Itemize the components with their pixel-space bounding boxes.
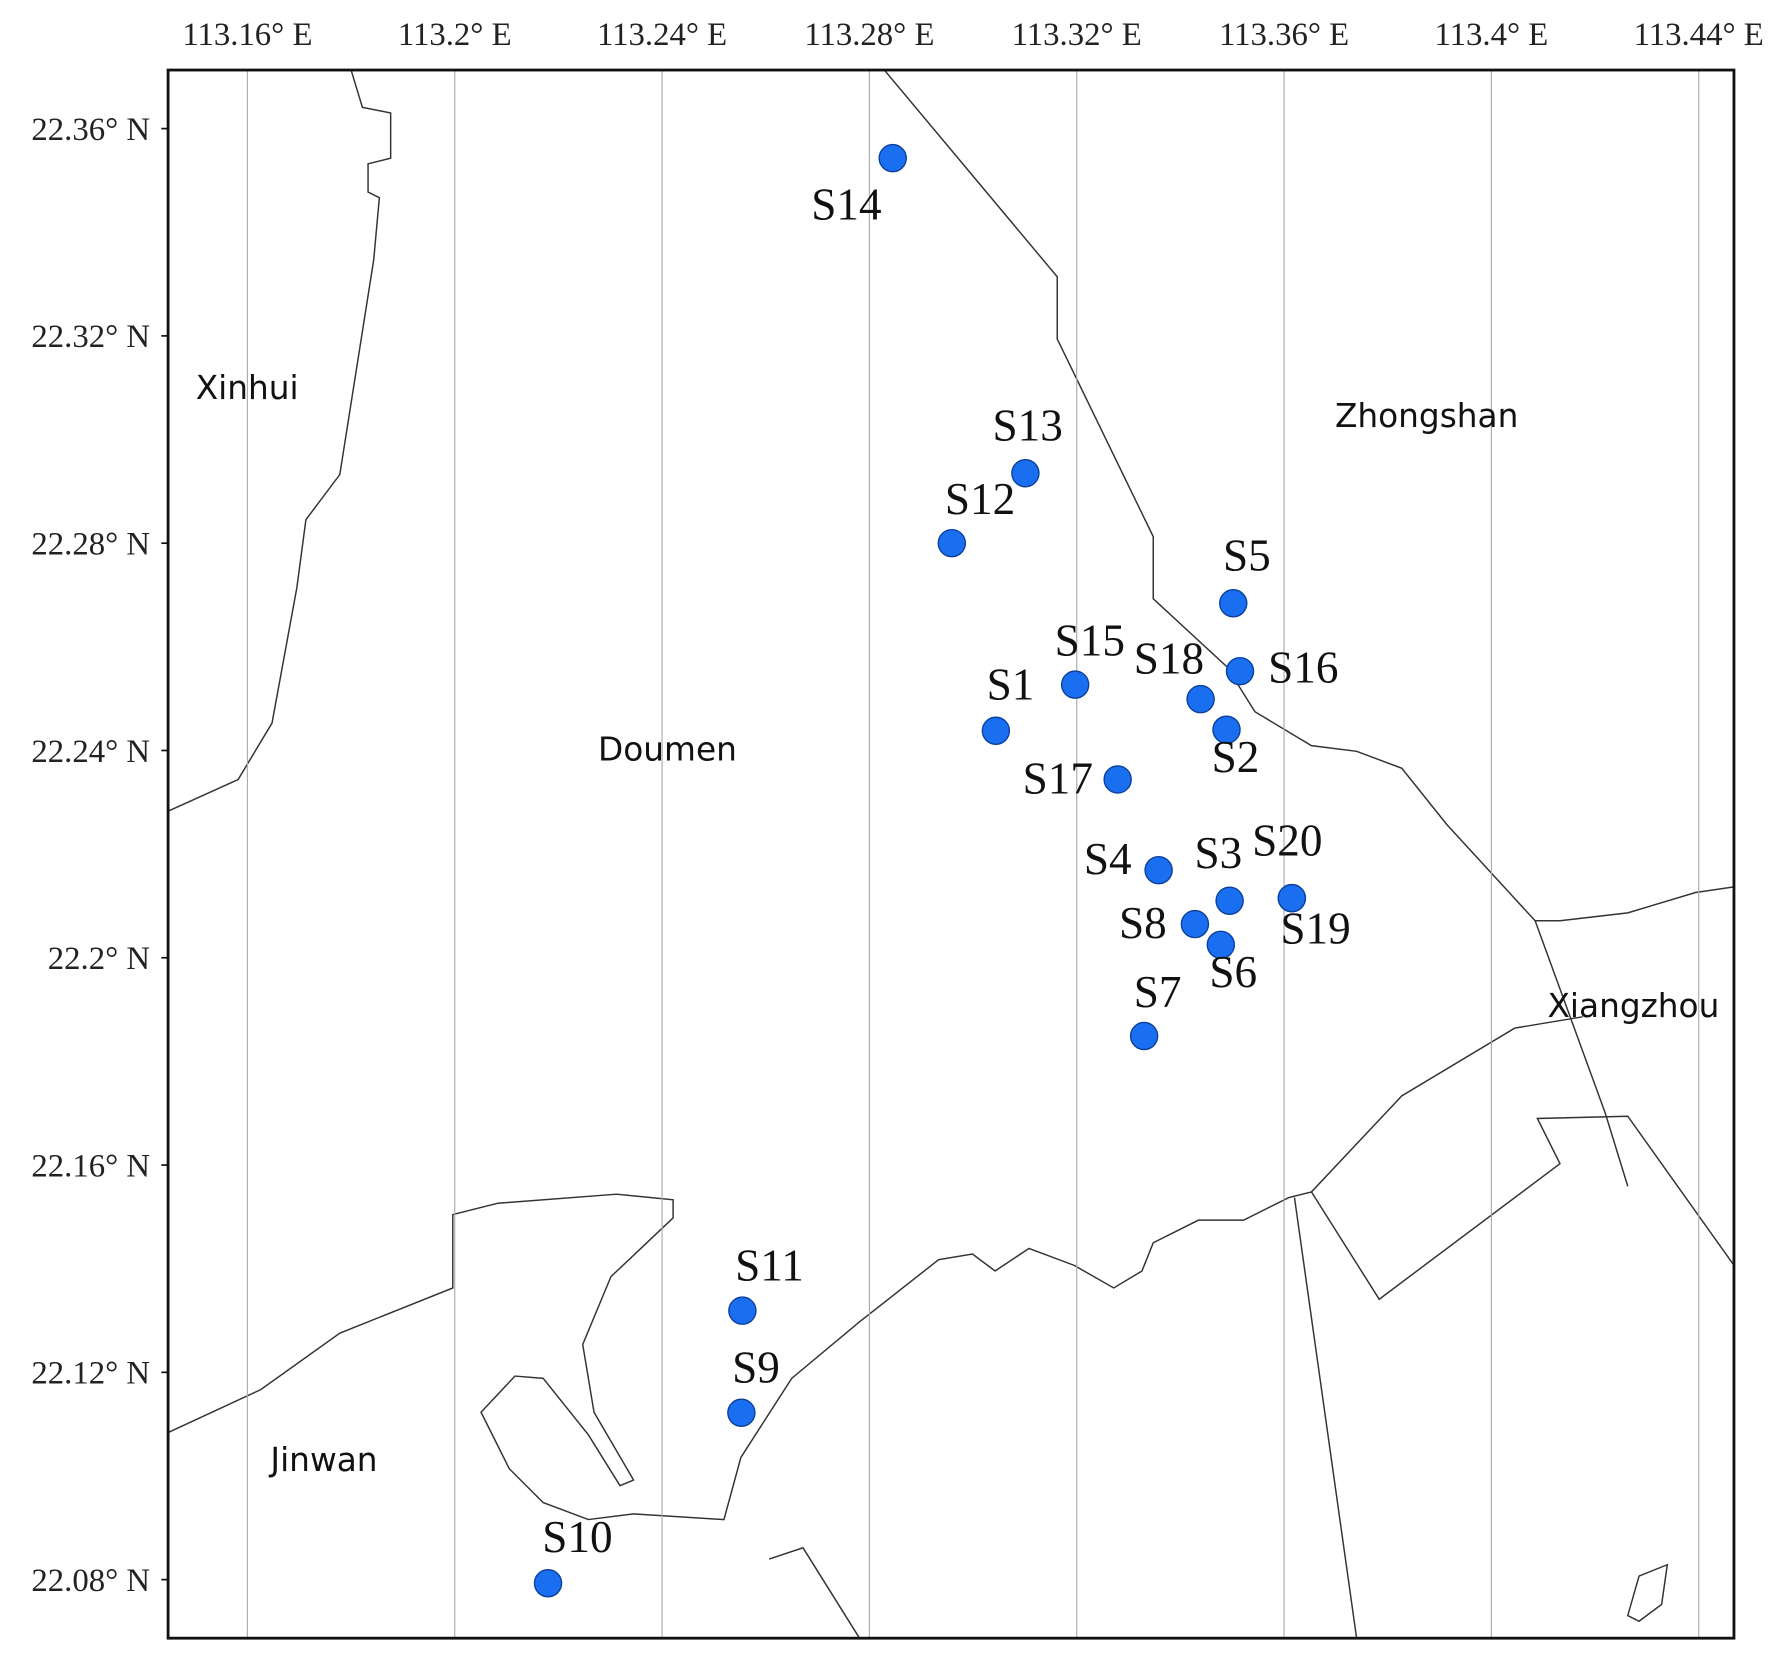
point-label: S11 <box>735 1240 804 1290</box>
x-tick-label: 113.4° E <box>1435 17 1549 53</box>
sample-point <box>1206 930 1236 960</box>
sample-point <box>533 1569 563 1598</box>
point-label: S1 <box>987 659 1035 709</box>
x-tick-label: 113.24° E <box>597 17 727 53</box>
y-tick-label: 22.24° N <box>31 734 150 770</box>
sample-point <box>1129 1021 1159 1051</box>
point-label: S10 <box>542 1512 612 1562</box>
frame <box>166 68 1736 1640</box>
x-tick-label: 113.32° E <box>1012 17 1142 53</box>
point-label: S8 <box>1119 898 1167 948</box>
y-tick-label: 22.2° N <box>48 941 150 977</box>
point-label: S17 <box>1023 753 1093 803</box>
sample-point <box>937 528 967 558</box>
sample-point <box>1011 458 1040 488</box>
sample-point <box>1225 656 1255 686</box>
y-tick-label: 22.32° N <box>31 319 150 355</box>
sample-point <box>1180 909 1210 939</box>
region-label: Zhongshan <box>1335 397 1518 435</box>
y-tick-label: 22.36° N <box>31 112 150 148</box>
x-tick-label: 113.28° E <box>804 17 934 53</box>
region-label: Doumen <box>598 730 737 768</box>
sample-point <box>878 143 907 173</box>
point-label: S3 <box>1194 828 1242 878</box>
sample-point <box>1103 765 1132 794</box>
point-label: S9 <box>732 1342 780 1392</box>
sample-point <box>1060 670 1090 699</box>
point-label: S18 <box>1134 633 1204 683</box>
point-label: S16 <box>1268 643 1338 693</box>
point-label: S14 <box>811 179 881 229</box>
y-tick-label: 22.08° N <box>31 1563 150 1599</box>
sample-point <box>981 716 1011 746</box>
point-label: S12 <box>945 474 1015 524</box>
region-label: Xiangzhou <box>1547 987 1719 1025</box>
point-label: S7 <box>1134 967 1182 1017</box>
y-tick-label: 22.12° N <box>31 1356 150 1392</box>
region-label: Xinhui <box>196 369 299 407</box>
x-tick-label: 113.2° E <box>398 17 512 53</box>
x-tick-label: 113.36° E <box>1219 17 1349 53</box>
sample-point <box>1186 684 1215 714</box>
point-label: S5 <box>1223 531 1271 581</box>
point-label: S6 <box>1209 947 1257 997</box>
point-label: S4 <box>1084 834 1132 884</box>
point-label: S2 <box>1212 732 1260 782</box>
point-label: S13 <box>993 401 1063 451</box>
point-label: S15 <box>1055 615 1125 665</box>
y-tick-label: 22.16° N <box>31 1148 150 1184</box>
plot <box>246 70 1700 1639</box>
x-tick-label: 113.16° E <box>182 17 312 53</box>
sample-point <box>1212 715 1241 744</box>
boundaries <box>167 69 1735 1639</box>
sample-point <box>727 1398 756 1427</box>
sample-point <box>728 1296 757 1325</box>
y-tick-label: 22.28° N <box>31 526 150 562</box>
sample-point <box>1215 886 1244 915</box>
x-tick-label: 113.44° E <box>1634 17 1764 53</box>
sample-point <box>1277 883 1307 913</box>
sample-point <box>1219 589 1248 618</box>
region-label: Jinwan <box>268 1441 377 1479</box>
point-label: S20 <box>1252 815 1322 865</box>
sample-point <box>1144 855 1173 885</box>
